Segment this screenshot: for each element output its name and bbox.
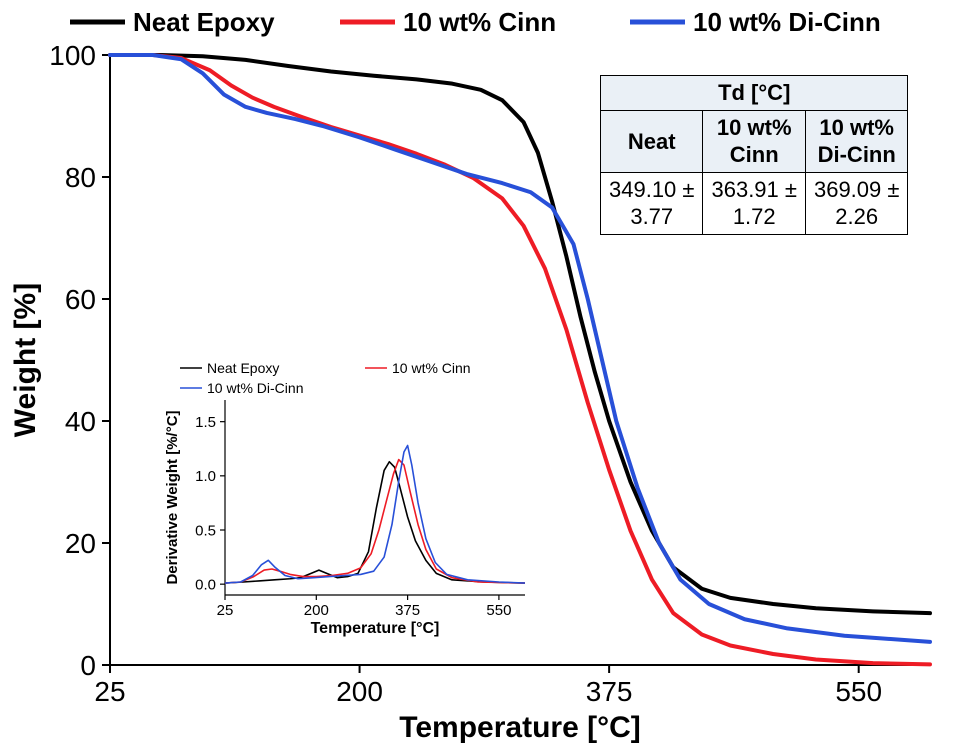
legend-label: 10 wt% Cinn	[403, 7, 556, 37]
inset-x-tick-label: 200	[304, 602, 329, 619]
y-tick-label: 80	[65, 162, 96, 193]
x-tick-label: 25	[94, 676, 125, 707]
inset-legend-label: 10 wt% Di-Cinn	[207, 380, 303, 396]
inset-y-tick-label: 0.0	[195, 576, 216, 593]
td-table: Td [°C]Neat10 wt%Cinn10 wt%Di-Cinn 349.10…	[600, 75, 908, 235]
inset-y-axis-label: Derivative Weight [%/°C]	[164, 410, 181, 584]
y-axis-label: Weight [%]	[9, 283, 42, 437]
inset-legend-label: 10 wt% Cinn	[392, 360, 471, 376]
td-table-cell: 363.91 ±1.72	[703, 173, 805, 235]
td-table-col-header: 10 wt%Cinn	[703, 111, 805, 173]
x-axis-label: Temperature [°C]	[399, 711, 640, 744]
x-tick-label: 550	[835, 676, 882, 707]
td-table-col-header: Neat	[601, 111, 703, 173]
td-table-cell: 349.10 ±3.77	[601, 173, 703, 235]
y-tick-label: 0	[80, 650, 96, 681]
inset-y-tick-label: 1.0	[195, 468, 216, 485]
inset-x-tick-label: 550	[486, 602, 511, 619]
y-tick-label: 20	[65, 528, 96, 559]
y-tick-label: 100	[49, 40, 96, 71]
tga-chart-container: 25 200 375 550 0 20 40 60 80 100 Temperature [°C] W…	[0, 0, 970, 756]
x-tick-label: 375	[586, 676, 633, 707]
x-tick-label: 200	[336, 676, 383, 707]
inset-y-tick-label: 1.5	[195, 414, 216, 431]
inset-legend-label: Neat Epoxy	[207, 360, 279, 376]
inset-series-10-wt-cinn	[225, 460, 525, 584]
td-table-title: Td [°C]	[601, 76, 908, 111]
td-table-col-header: 10 wt%Di-Cinn	[805, 111, 907, 173]
legend-label: 10 wt% Di-Cinn	[693, 7, 881, 37]
legend-label: Neat Epoxy	[133, 7, 275, 37]
inset-y-tick-label: 0.5	[195, 522, 216, 539]
td-table-cell: 369.09 ±2.26	[805, 173, 907, 235]
y-tick-label: 40	[65, 406, 96, 437]
inset-x-tick-label: 25	[217, 602, 234, 619]
y-tick-label: 60	[65, 284, 96, 315]
inset-x-tick-label: 375	[395, 602, 420, 619]
inset-series-neat-epoxy	[225, 462, 525, 583]
inset-x-axis-label: Temperature [°C]	[311, 620, 440, 637]
